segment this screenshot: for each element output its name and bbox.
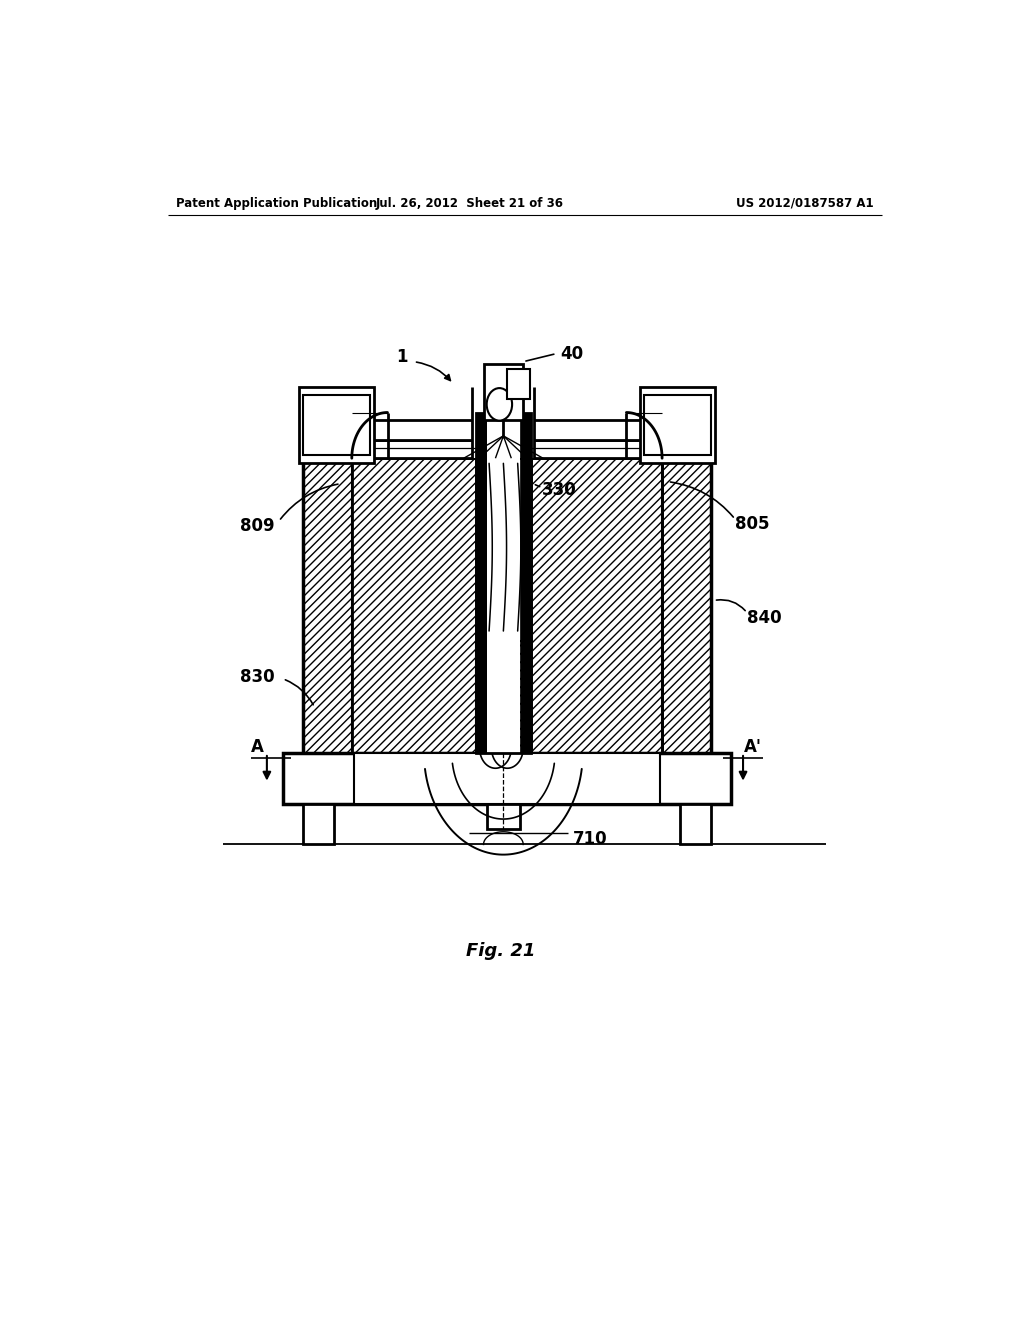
Bar [663,458,712,752]
Bar [680,804,712,845]
Bar [475,413,531,752]
Bar [486,413,520,752]
Bar [303,395,370,455]
Text: 1: 1 [396,347,408,366]
Text: 809: 809 [241,517,274,536]
Bar [354,752,659,804]
Bar [640,387,715,463]
Bar [299,387,374,463]
Bar [507,368,529,399]
Bar [520,413,531,752]
Text: 40: 40 [560,345,584,363]
Text: US 2012/0187587 A1: US 2012/0187587 A1 [736,197,873,210]
Bar [475,642,498,752]
Bar [475,413,486,752]
Bar [310,420,703,440]
Bar [303,458,352,752]
Text: 830: 830 [241,668,274,686]
Bar [303,804,334,845]
Bar [644,395,712,455]
Circle shape [486,388,512,421]
Text: 840: 840 [748,609,781,627]
Bar [483,364,523,420]
Bar [486,804,520,829]
Text: Patent Application Publication: Patent Application Publication [176,197,377,210]
Text: A: A [251,738,264,756]
Text: 330: 330 [543,480,577,499]
Text: Fig. 21: Fig. 21 [466,942,536,960]
Bar [472,387,535,458]
Text: Jul. 26, 2012  Sheet 21 of 36: Jul. 26, 2012 Sheet 21 of 36 [375,197,563,210]
Bar [531,458,663,752]
Bar [303,440,712,458]
Text: 710: 710 [572,830,607,849]
Bar [509,642,531,752]
Bar [283,752,731,804]
Bar [352,458,475,752]
Text: A': A' [743,738,762,756]
Text: 805: 805 [735,515,770,533]
